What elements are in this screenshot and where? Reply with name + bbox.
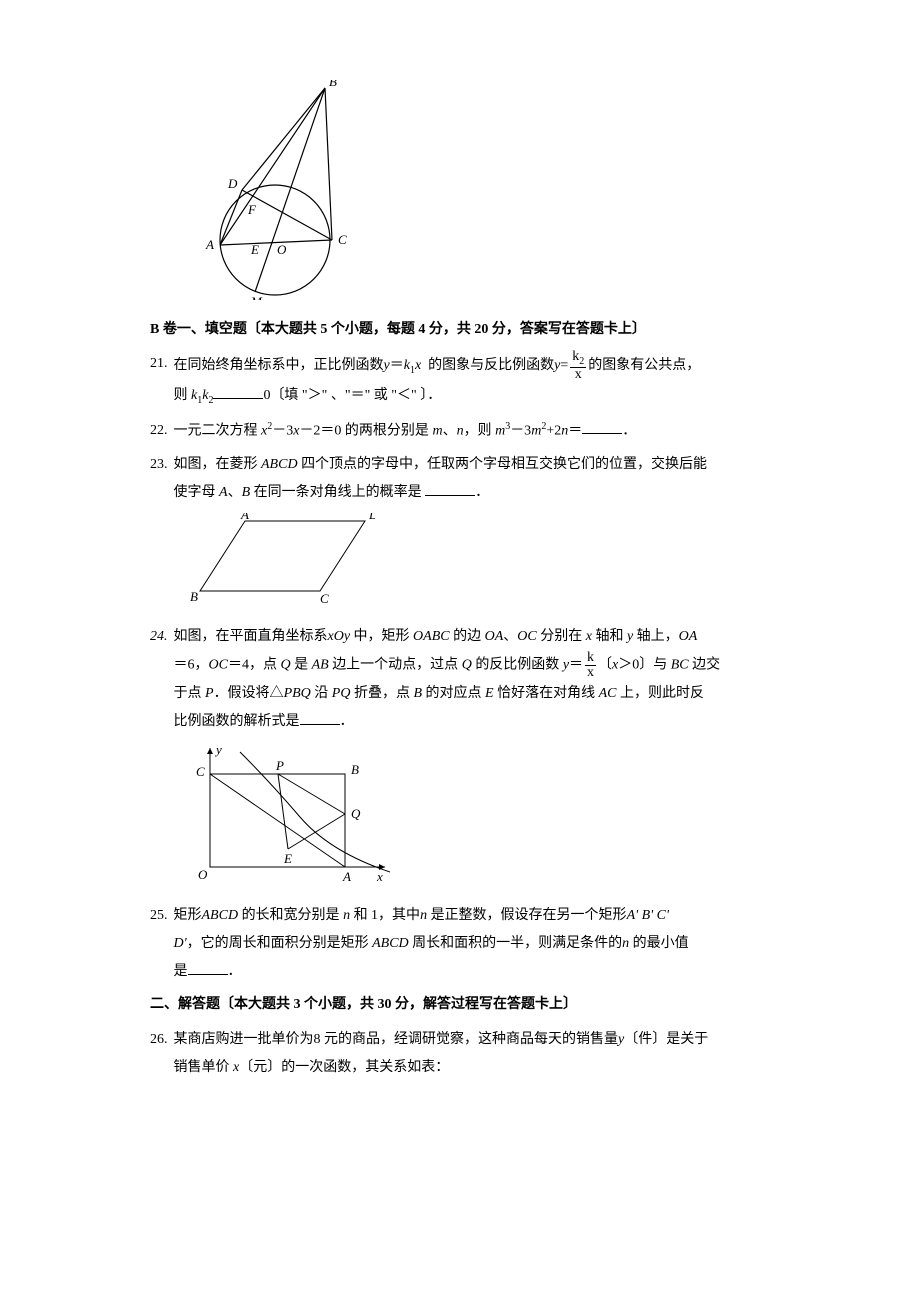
q24-num: 24.	[150, 623, 168, 736]
q24-blank	[300, 711, 340, 725]
svg-text:E: E	[283, 851, 292, 866]
question-26: 26. 某商店购进一批单价为8 元的商品，经调研觉察，这种商品每天的销售量y〔件…	[150, 1026, 770, 1082]
svg-text:y: y	[214, 742, 222, 757]
svg-text:A: A	[342, 869, 351, 884]
figure-q24: x y O A C B P Q E	[190, 742, 770, 892]
q25-body: 矩形ABCD 的长和宽分别是 n 和 1，其中n 是正整数，假设存在另一个矩形A…	[174, 902, 771, 986]
svg-text:P: P	[275, 758, 284, 773]
q24-body: 如图，在平面直角坐标系xOy 中，矩形 OABC 的边 OA、OC 分别在 x …	[174, 623, 771, 736]
q26-body: 某商店购进一批单价为8 元的商品，经调研觉察，这种商品每天的销售量y〔件〕是关于…	[174, 1026, 771, 1082]
q21-blank	[213, 385, 263, 399]
question-22: 22. 一元二次方程 x2－3x－2＝0 的两根分别是 m、n，则 m3－3m2…	[150, 417, 770, 446]
section-2-header: 二、解答题〔本大题共 3 个小题，共 30 分，解答过程写在答题卡上〕	[150, 992, 770, 1017]
svg-text:C: C	[338, 232, 347, 247]
q22-num: 22.	[150, 417, 168, 446]
svg-text:Q: Q	[351, 806, 361, 821]
svg-text:D: D	[368, 513, 375, 522]
q22-blank	[582, 420, 622, 434]
svg-text:B: B	[351, 762, 359, 777]
svg-text:D: D	[227, 176, 238, 191]
svg-text:C: C	[320, 591, 329, 606]
section-b-header: B 卷一、填空题〔本大题共 5 个小题，每题 4 分，共 20 分，答案写在答题…	[150, 317, 770, 342]
q21-num: 21.	[150, 350, 168, 411]
svg-text:A: A	[205, 237, 214, 252]
svg-text:B: B	[190, 589, 198, 604]
q22-body: 一元二次方程 x2－3x－2＝0 的两根分别是 m、n，则 m3－3m2+2n＝…	[174, 417, 771, 446]
svg-text:B: B	[329, 80, 337, 89]
q23-blank	[425, 482, 475, 496]
svg-text:O: O	[198, 867, 208, 882]
q25-blank	[188, 961, 228, 975]
q23-num: 23.	[150, 451, 168, 507]
figure-q20: A B C D E F M O	[180, 80, 770, 305]
svg-text:x: x	[376, 869, 383, 884]
svg-text:M: M	[250, 294, 263, 300]
q21-body: 在同始终角坐标系中，正比例函数y＝k1x 的图象与反比例函数y=k2x的图象有公…	[174, 350, 771, 411]
q25-num: 25.	[150, 902, 168, 986]
q26-num: 26.	[150, 1026, 168, 1082]
svg-text:C: C	[196, 764, 205, 779]
question-24: 24. 如图，在平面直角坐标系xOy 中，矩形 OABC 的边 OA、OC 分别…	[150, 623, 770, 736]
svg-text:O: O	[277, 242, 287, 257]
question-21: 21. 在同始终角坐标系中，正比例函数y＝k1x 的图象与反比例函数y=k2x的…	[150, 350, 770, 411]
svg-text:E: E	[250, 242, 259, 257]
svg-text:F: F	[247, 202, 257, 217]
figure-q23: A D B C	[190, 513, 770, 613]
question-23: 23. 如图，在菱形 ABCD 四个顶点的字母中，任取两个字母相互交换它们的位置…	[150, 451, 770, 507]
q23-body: 如图，在菱形 ABCD 四个顶点的字母中，任取两个字母相互交换它们的位置，交换后…	[174, 451, 771, 507]
svg-text:A: A	[240, 513, 249, 522]
question-25: 25. 矩形ABCD 的长和宽分别是 n 和 1，其中n 是正整数，假设存在另一…	[150, 902, 770, 986]
